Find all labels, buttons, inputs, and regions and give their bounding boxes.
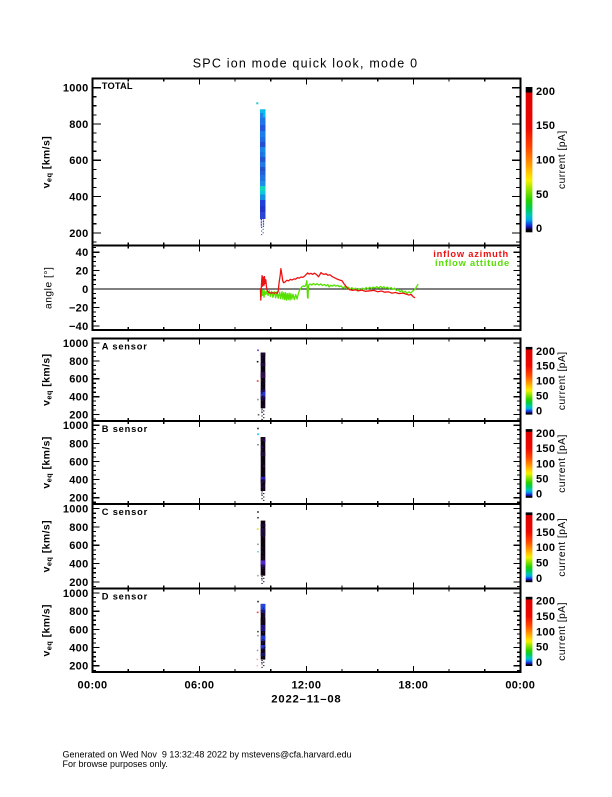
svg-text:200: 200 bbox=[536, 346, 555, 358]
svg-text:current [pA]: current [pA] bbox=[557, 434, 568, 493]
svg-text:1000: 1000 bbox=[63, 588, 89, 600]
svg-text:100: 100 bbox=[536, 626, 555, 638]
svg-text:12:00: 12:00 bbox=[291, 680, 321, 692]
svg-text:200: 200 bbox=[69, 409, 88, 421]
svg-text:current [pA]: current [pA] bbox=[557, 130, 568, 189]
svg-text:−40: −40 bbox=[69, 321, 89, 333]
svg-text:2022–11–08: 2022–11–08 bbox=[271, 694, 341, 706]
svg-text:D sensor: D sensor bbox=[102, 591, 148, 601]
svg-text:400: 400 bbox=[69, 559, 88, 571]
svg-text:−20: −20 bbox=[69, 302, 89, 314]
svg-text:800: 800 bbox=[69, 356, 88, 368]
svg-text:50: 50 bbox=[536, 391, 549, 403]
svg-text:1000: 1000 bbox=[63, 338, 89, 350]
svg-text:800: 800 bbox=[69, 522, 88, 534]
svg-text:0: 0 bbox=[536, 223, 542, 235]
svg-text:600: 600 bbox=[69, 624, 88, 636]
svg-text:veq [km/s]: veq [km/s] bbox=[41, 136, 54, 188]
svg-text:150: 150 bbox=[536, 611, 555, 623]
svg-text:400: 400 bbox=[69, 474, 88, 486]
svg-text:200: 200 bbox=[536, 428, 555, 440]
svg-text:150: 150 bbox=[536, 527, 555, 539]
svg-text:100: 100 bbox=[536, 542, 555, 554]
svg-text:0: 0 bbox=[536, 489, 542, 501]
svg-text:1000: 1000 bbox=[63, 83, 89, 95]
svg-text:Generated on Wed Nov 9 13:32:: Generated on Wed Nov 9 13:32:48 2022 by … bbox=[63, 749, 352, 759]
svg-text:600: 600 bbox=[69, 155, 88, 167]
svg-text:50: 50 bbox=[536, 474, 549, 486]
svg-text:600: 600 bbox=[69, 374, 88, 386]
svg-text:100: 100 bbox=[536, 458, 555, 470]
svg-text:600: 600 bbox=[69, 456, 88, 468]
svg-text:C sensor: C sensor bbox=[102, 507, 148, 517]
svg-text:B sensor: B sensor bbox=[102, 424, 148, 434]
svg-text:current [pA]: current [pA] bbox=[557, 518, 568, 577]
svg-text:veq [km/s]: veq [km/s] bbox=[41, 520, 54, 572]
svg-text:50: 50 bbox=[536, 642, 549, 654]
svg-text:00:00: 00:00 bbox=[78, 680, 108, 692]
svg-text:veq [km/s]: veq [km/s] bbox=[41, 353, 54, 405]
svg-text:600: 600 bbox=[69, 540, 88, 552]
svg-text:800: 800 bbox=[69, 606, 88, 618]
svg-text:150: 150 bbox=[536, 120, 555, 132]
svg-text:150: 150 bbox=[536, 443, 555, 455]
svg-text:800: 800 bbox=[69, 438, 88, 450]
svg-text:400: 400 bbox=[69, 643, 88, 655]
svg-text:200: 200 bbox=[69, 661, 88, 673]
svg-text:TOTAL: TOTAL bbox=[102, 81, 133, 91]
svg-text:200: 200 bbox=[69, 577, 88, 589]
svg-text:18:00: 18:00 bbox=[398, 680, 428, 692]
svg-text:A sensor: A sensor bbox=[102, 342, 148, 352]
svg-text:SPC ion mode quick look, mode: SPC ion mode quick look, mode 0 bbox=[193, 57, 419, 71]
svg-text:100: 100 bbox=[536, 155, 555, 167]
svg-text:angle [°]: angle [°] bbox=[44, 267, 55, 309]
svg-text:For browse purposes only.: For browse purposes only. bbox=[63, 759, 168, 769]
svg-text:inflow azimuth: inflow azimuth bbox=[433, 249, 509, 259]
svg-text:200: 200 bbox=[69, 228, 88, 240]
svg-text:current [pA]: current [pA] bbox=[557, 351, 568, 410]
svg-text:400: 400 bbox=[69, 392, 88, 404]
svg-text:800: 800 bbox=[69, 119, 88, 131]
svg-text:200: 200 bbox=[69, 493, 88, 505]
svg-text:150: 150 bbox=[536, 361, 555, 373]
svg-text:veq [km/s]: veq [km/s] bbox=[41, 436, 54, 488]
svg-text:0: 0 bbox=[536, 406, 542, 418]
svg-text:1000: 1000 bbox=[63, 503, 89, 515]
svg-text:40: 40 bbox=[76, 247, 89, 259]
svg-text:400: 400 bbox=[69, 191, 88, 203]
svg-text:200: 200 bbox=[536, 86, 555, 98]
svg-text:06:00: 06:00 bbox=[185, 680, 215, 692]
svg-text:50: 50 bbox=[536, 558, 549, 570]
svg-text:0: 0 bbox=[536, 657, 542, 669]
svg-text:50: 50 bbox=[536, 189, 549, 201]
svg-text:200: 200 bbox=[536, 511, 555, 523]
svg-text:inflow attitude: inflow attitude bbox=[435, 258, 510, 268]
svg-text:200: 200 bbox=[536, 596, 555, 608]
svg-text:0: 0 bbox=[82, 284, 88, 296]
svg-text:veq [km/s]: veq [km/s] bbox=[41, 604, 54, 656]
svg-text:20: 20 bbox=[76, 265, 89, 277]
svg-text:00:00: 00:00 bbox=[505, 680, 535, 692]
svg-text:0: 0 bbox=[536, 573, 542, 585]
svg-text:100: 100 bbox=[536, 376, 555, 388]
svg-text:1000: 1000 bbox=[63, 420, 89, 432]
svg-text:current [pA]: current [pA] bbox=[557, 602, 568, 661]
